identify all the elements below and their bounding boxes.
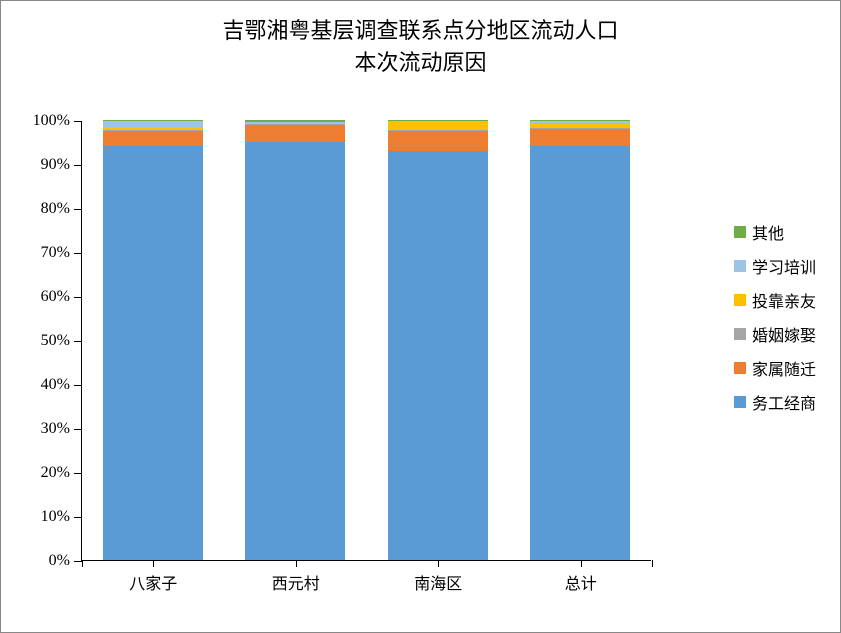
bar-segment — [245, 142, 345, 560]
x-tick — [652, 560, 653, 567]
stacked-bar — [388, 120, 488, 560]
x-tick-label: 西元村 — [272, 570, 320, 594]
y-tick-label: 80% — [41, 200, 70, 218]
chart-title-line1: 吉鄂湘粤基层调查联系点分地区流动人口 — [1, 13, 840, 45]
y-tick-label: 20% — [41, 464, 70, 482]
y-tick — [74, 561, 82, 562]
chart-title-line2: 本次流动原因 — [1, 45, 840, 77]
x-tick-label: 总计 — [565, 570, 597, 594]
legend-item: 务工经商 — [734, 390, 816, 414]
stacked-bar — [530, 120, 630, 560]
y-tick — [74, 473, 82, 474]
y-tick-label: 40% — [41, 376, 70, 394]
y-tick — [74, 341, 82, 342]
legend-swatch — [734, 396, 746, 408]
legend-swatch — [734, 328, 746, 340]
x-tick — [581, 560, 582, 567]
y-tick — [74, 209, 82, 210]
chart-container: 吉鄂湘粤基层调查联系点分地区流动人口 本次流动原因 0%10%20%30%40%… — [0, 0, 841, 633]
x-tick-label: 八家子 — [129, 570, 177, 594]
bar-segment — [388, 121, 488, 130]
y-tick-label: 0% — [49, 552, 70, 570]
legend-item: 投靠亲友 — [734, 288, 816, 312]
y-tick-label: 60% — [41, 288, 70, 306]
bar-segment — [388, 151, 488, 560]
legend-swatch — [734, 226, 746, 238]
stacked-bar — [245, 120, 345, 560]
legend-swatch — [734, 294, 746, 306]
y-tick — [74, 429, 82, 430]
stacked-bar — [103, 120, 203, 560]
bar-slot — [509, 121, 651, 560]
y-tick-label: 10% — [41, 508, 70, 526]
y-tick-label: 50% — [41, 332, 70, 350]
legend-label: 其他 — [752, 220, 784, 244]
y-tick-label: 30% — [41, 420, 70, 438]
bar-slot — [367, 121, 509, 560]
y-tick-label: 100% — [33, 112, 70, 130]
bars-group — [82, 121, 651, 560]
y-tick — [74, 253, 82, 254]
y-tick — [74, 517, 82, 518]
legend-label: 学习培训 — [752, 254, 816, 278]
bar-segment — [103, 146, 203, 560]
plot-area: 0%10%20%30%40%50%60%70%80%90%100%八家子西元村南… — [81, 121, 651, 561]
legend-label: 婚姻嫁娶 — [752, 322, 816, 346]
y-tick-label: 70% — [41, 244, 70, 262]
x-tick — [153, 560, 154, 567]
legend-swatch — [734, 362, 746, 374]
y-tick — [74, 121, 82, 122]
legend: 其他学习培训投靠亲友婚姻嫁娶家属随迁务工经商 — [734, 220, 816, 414]
y-tick — [74, 297, 82, 298]
bar-segment — [245, 125, 345, 142]
legend-item: 学习培训 — [734, 254, 816, 278]
bar-slot — [224, 121, 366, 560]
chart-title: 吉鄂湘粤基层调查联系点分地区流动人口 本次流动原因 — [1, 13, 840, 77]
x-tick — [296, 560, 297, 567]
y-tick-label: 90% — [41, 156, 70, 174]
x-tick — [82, 560, 83, 567]
x-tick — [438, 560, 439, 567]
bar-segment — [530, 146, 630, 560]
legend-label: 务工经商 — [752, 390, 816, 414]
legend-label: 家属随迁 — [752, 356, 816, 380]
legend-item: 家属随迁 — [734, 356, 816, 380]
legend-label: 投靠亲友 — [752, 288, 816, 312]
bar-segment — [530, 129, 630, 147]
bar-segment — [388, 131, 488, 151]
legend-item: 其他 — [734, 220, 816, 244]
x-tick-label: 南海区 — [414, 570, 462, 594]
legend-swatch — [734, 260, 746, 272]
y-tick — [74, 165, 82, 166]
legend-item: 婚姻嫁娶 — [734, 322, 816, 346]
bar-segment — [103, 131, 203, 146]
bar-slot — [82, 121, 224, 560]
y-tick — [74, 385, 82, 386]
